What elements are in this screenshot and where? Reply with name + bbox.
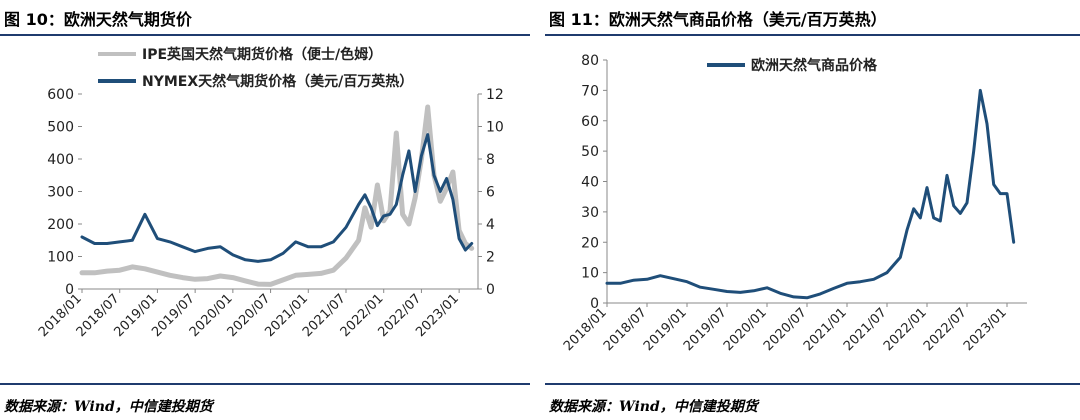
- y-tick-label-left: 70: [581, 83, 599, 99]
- figure-11-source: 数据来源：Wind，中信建投期货: [549, 399, 758, 415]
- y-tick-label-left: 400: [47, 152, 74, 168]
- figure-10-bottom-rule: [0, 383, 530, 385]
- y-tick-label-left: 50: [581, 144, 599, 160]
- series-line-1: [605, 88, 1016, 300]
- series-line-2: [80, 133, 474, 263]
- legend-label-1: IPE英国天然气期货价格（便士/色姆）: [142, 46, 382, 63]
- x-tick-label: 2019/07: [681, 305, 730, 354]
- x-tick-label: 2018/01: [561, 305, 610, 354]
- y-tick-label-left: 600: [47, 87, 74, 103]
- x-tick-label: 2020/01: [721, 305, 770, 354]
- x-tick-label: 2022/07: [921, 305, 970, 354]
- figure-10-title: 图 10：欧洲天然气期货价: [4, 10, 192, 29]
- figure-10-source: 数据来源：Wind，中信建投期货: [4, 399, 213, 415]
- y-tick-label-left: 60: [581, 114, 599, 130]
- x-tick-label: 2023/01: [961, 305, 1010, 354]
- figure-11-top-rule: [545, 34, 1080, 36]
- y-tick-label-right: 12: [486, 87, 504, 103]
- y-tick-label-right: 4: [486, 217, 495, 233]
- y-tick-label-left: 40: [581, 175, 599, 191]
- y-tick-label-right: 8: [486, 152, 495, 168]
- x-tick-label: 2022/01: [881, 305, 930, 354]
- y-tick-label-left: 30: [581, 205, 599, 221]
- series-line-1: [79, 104, 475, 287]
- x-tick-label: 2019/01: [641, 305, 690, 354]
- figure-11-chart: 010203040506070802018/012018/072019/0120…: [561, 53, 1027, 354]
- y-tick-label-right: 6: [486, 185, 495, 201]
- x-tick-label: 2020/07: [761, 305, 810, 354]
- figure-10-top-rule: [0, 34, 530, 36]
- x-tick-label: 2021/07: [841, 305, 890, 354]
- y-tick-label-left: 80: [581, 53, 599, 69]
- figure-11-title: 图 11：欧洲天然气商品价格（美元/百万英热）: [549, 10, 887, 29]
- figure-11-panel: 图 11：欧洲天然气商品价格（美元/百万英热） 0 10 20 30 40 50 60 70 8…: [545, 0, 1080, 420]
- y-tick-label-left: 300: [47, 185, 74, 201]
- y-tick-label-left: 10: [581, 266, 599, 282]
- y-tick-label-left: 0: [590, 296, 599, 312]
- legend-label-1: 欧洲天然气商品价格: [751, 57, 878, 74]
- figure-10-chart: 01002003004005006000246810122018/012018/…: [36, 46, 504, 340]
- figure-11-bottom-rule: [545, 383, 1080, 385]
- y-tick-label-left: 0: [65, 282, 74, 298]
- x-tick-label: 2021/01: [801, 305, 850, 354]
- y-tick-label-right: 10: [486, 120, 504, 136]
- y-tick-label-right: 2: [486, 250, 495, 266]
- y-tick-label-left: 100: [47, 250, 74, 266]
- x-tick-label: 2018/07: [601, 305, 650, 354]
- y-tick-label-left: 200: [47, 217, 74, 233]
- y-tick-label-left: 500: [47, 120, 74, 136]
- legend-label-2: NYMEX天然气期货价格（美元/百万英热）: [142, 73, 413, 90]
- figure-10-panel: 图 10：欧洲天然气期货价 0 100 200 300 400 500 600 0 2 4 6 8 10…: [0, 0, 530, 420]
- y-tick-label-right: 0: [486, 282, 495, 298]
- y-tick-label-left: 20: [581, 235, 599, 251]
